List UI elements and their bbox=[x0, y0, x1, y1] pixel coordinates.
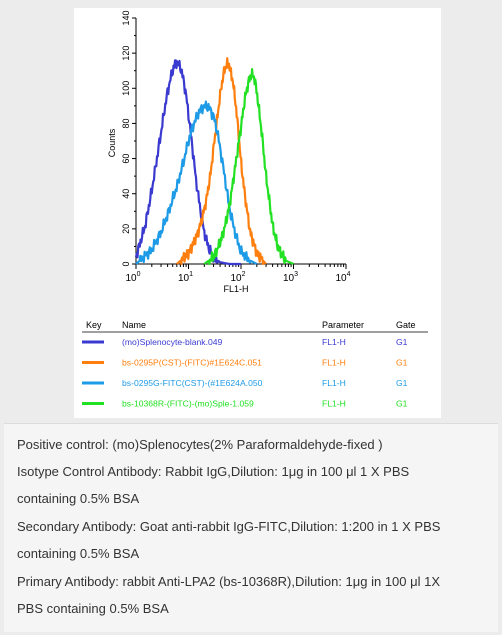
table-cell-parameter: FL1-H bbox=[322, 399, 346, 409]
series-line-3 bbox=[135, 100, 258, 265]
caption-line: containing 0.5% BSA bbox=[17, 491, 140, 506]
y-tick-label: 140 bbox=[121, 10, 131, 25]
table-cell-name: bs-0295P(CST)-(FITC)#1E624C.051 bbox=[122, 358, 262, 368]
figure-panel: 0 20 40 60 80 100 120 140 100 101 102 103 104 FL1-H Co… bbox=[4, 4, 498, 422]
caption-line: Primary Antibody: rabbit Anti-LPA2 (bs-1… bbox=[17, 574, 441, 589]
y-axis-title: Counts bbox=[107, 128, 117, 157]
table-cell-gate: G1 bbox=[396, 337, 408, 347]
legend-table: Key Name Parameter Gate (mo)Splenocyte-blank… bbox=[82, 320, 428, 409]
caption-line: PBS containing 0.5% BSA bbox=[17, 601, 169, 616]
x-tick-label: 103 bbox=[283, 271, 298, 284]
figure-card: 0 20 40 60 80 100 120 140 100 101 102 103 104 FL1-H Co… bbox=[74, 8, 441, 418]
table-cell-name: (mo)Splenocyte-blank.049 bbox=[122, 337, 223, 347]
y-tick-label: 0 bbox=[121, 261, 131, 266]
series-line-2 bbox=[176, 57, 267, 266]
table-header-parameter: Parameter bbox=[322, 320, 364, 330]
histogram-chart: 0 20 40 60 80 100 120 140 100 101 102 103 104 FL1-H Co… bbox=[82, 10, 428, 409]
x-tick-label: 101 bbox=[178, 271, 193, 284]
table-cell-gate: G1 bbox=[396, 399, 408, 409]
x-tick-label: 102 bbox=[230, 271, 245, 284]
table-header-key: Key bbox=[86, 320, 102, 330]
caption-line: Secondary Antibody: Goat anti-rabbit IgG… bbox=[17, 519, 441, 534]
y-tick-label: 120 bbox=[121, 46, 131, 61]
y-tick-label: 100 bbox=[121, 81, 131, 96]
table-cell-name: bs-0295G-FITC(CST)-(#1E624A.050 bbox=[122, 378, 263, 388]
table-header-gate: Gate bbox=[396, 320, 416, 330]
table-cell-gate: G1 bbox=[396, 378, 408, 388]
y-tick-label: 60 bbox=[121, 154, 131, 164]
table-cell-parameter: FL1-H bbox=[322, 337, 346, 347]
y-tick-label: 80 bbox=[121, 118, 131, 128]
caption-line: containing 0.5% BSA bbox=[17, 546, 140, 561]
series-line-1 bbox=[134, 59, 242, 266]
table-cell-gate: G1 bbox=[396, 358, 408, 368]
series-line-4 bbox=[203, 67, 294, 266]
y-tick-label: 40 bbox=[121, 189, 131, 199]
table-cell-name: bs-10368R-(FITC)-(mo)Sple-1.059 bbox=[122, 399, 254, 409]
caption-line: Isotype Control Antibody: Rabbit IgG,Dil… bbox=[17, 464, 410, 479]
table-header-name: Name bbox=[122, 320, 146, 330]
plot-area: 0 20 40 60 80 100 120 140 100 101 102 103 104 FL1-H Co… bbox=[107, 10, 351, 294]
x-tick-label: 104 bbox=[335, 271, 350, 284]
caption-line: Positive control: (mo)Splenocytes(2% Par… bbox=[17, 437, 383, 452]
caption-panel: Positive control: (mo)Splenocytes(2% Par… bbox=[4, 423, 498, 632]
x-axis-title: FL1-H bbox=[223, 284, 248, 294]
table-cell-parameter: FL1-H bbox=[322, 358, 346, 368]
y-tick-label: 20 bbox=[121, 224, 131, 234]
table-cell-parameter: FL1-H bbox=[322, 378, 346, 388]
x-tick-label: 100 bbox=[125, 271, 140, 284]
